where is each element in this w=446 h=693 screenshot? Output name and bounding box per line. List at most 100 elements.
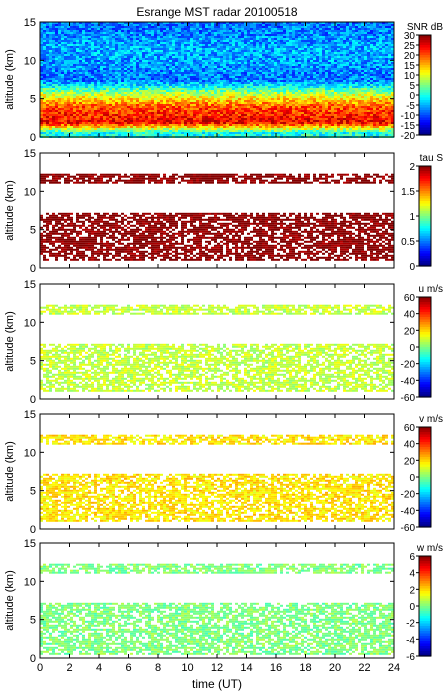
heatmap-cell: [385, 94, 388, 96]
heatmap-cell: [382, 72, 385, 74]
heatmap-cell: [277, 90, 280, 92]
heatmap-cell: [343, 100, 346, 102]
heatmap-cell: [109, 28, 112, 30]
heatmap-cell: [145, 78, 148, 80]
heatmap-cell: [118, 106, 121, 108]
heatmap-cell: [319, 36, 322, 38]
heatmap-cell: [340, 50, 343, 52]
heatmap-cell: [127, 74, 130, 76]
heatmap-cell: [58, 86, 61, 88]
heatmap-cell: [118, 82, 121, 84]
heatmap-cell: [79, 92, 82, 94]
heatmap-cell: [73, 70, 76, 72]
heatmap-cell: [97, 104, 100, 106]
heatmap-cell: [133, 58, 136, 60]
heatmap-cell: [277, 86, 280, 88]
heatmap-cell: [355, 42, 358, 44]
heatmap-cell: [286, 56, 289, 58]
heatmap-cell: [202, 76, 205, 78]
heatmap-cell: [223, 94, 226, 96]
heatmap-cell: [340, 88, 343, 90]
heatmap-cell: [160, 80, 163, 82]
heatmap-cell: [124, 58, 127, 60]
heatmap-cell: [154, 58, 157, 60]
heatmap-cell: [283, 36, 286, 38]
heatmap-cell: [262, 32, 265, 34]
heatmap-cell: [376, 48, 379, 50]
heatmap-cell: [232, 48, 235, 50]
heatmap-cell: [46, 62, 49, 64]
heatmap-cell: [139, 72, 142, 74]
heatmap-cell: [76, 92, 79, 94]
heatmap-cell: [220, 98, 223, 100]
heatmap-cell: [280, 88, 283, 90]
heatmap-cell: [385, 44, 388, 46]
heatmap-cell: [130, 42, 133, 44]
heatmap-cell: [154, 60, 157, 62]
heatmap-cell: [325, 90, 328, 92]
heatmap-cell: [247, 80, 250, 82]
heatmap-cell: [76, 102, 79, 104]
heatmap-cell: [223, 68, 226, 70]
heatmap-cell: [70, 54, 73, 56]
heatmap-cell: [238, 98, 241, 100]
heatmap-cell: [217, 102, 220, 104]
heatmap-cell: [247, 72, 250, 74]
heatmap-cell: [76, 74, 79, 76]
heatmap-cell: [382, 64, 385, 66]
heatmap-cell: [154, 66, 157, 68]
heatmap-cell: [199, 74, 202, 76]
heatmap-cell: [367, 78, 370, 80]
heatmap-cell: [97, 40, 100, 42]
heatmap-cell: [238, 104, 241, 106]
heatmap-cell: [64, 72, 67, 74]
heatmap-cell: [298, 64, 301, 66]
heatmap-cell: [253, 98, 256, 100]
heatmap-cell: [91, 44, 94, 46]
heatmap-cell: [184, 50, 187, 52]
heatmap-cell: [283, 30, 286, 32]
heatmap-cell: [187, 42, 190, 44]
heatmap-cell: [202, 62, 205, 64]
heatmap-cell: [91, 68, 94, 70]
heatmap-cell: [352, 56, 355, 58]
heatmap-cell: [49, 76, 52, 78]
heatmap-cell: [94, 90, 97, 92]
heatmap-cell: [241, 30, 244, 32]
heatmap-cell: [205, 90, 208, 92]
heatmap-cell: [322, 28, 325, 30]
heatmap-cell: [100, 64, 103, 66]
heatmap-cell: [91, 30, 94, 32]
heatmap-cell: [109, 68, 112, 70]
heatmap-cell: [169, 102, 172, 104]
heatmap-cell: [136, 74, 139, 76]
heatmap-cell: [319, 92, 322, 94]
heatmap-cell: [142, 52, 145, 54]
heatmap-cell: [193, 46, 196, 48]
heatmap-cell: [220, 28, 223, 30]
heatmap-cell: [256, 96, 259, 98]
heatmap-cell: [295, 40, 298, 42]
heatmap-cell: [349, 60, 352, 62]
heatmap-cell: [370, 102, 373, 104]
heatmap-cell: [148, 54, 151, 56]
heatmap-cell: [169, 88, 172, 90]
heatmap-cell: [142, 40, 145, 42]
heatmap-cell: [223, 90, 226, 92]
heatmap-cell: [64, 82, 67, 84]
heatmap-cell: [88, 98, 91, 100]
heatmap-cell: [211, 56, 214, 58]
heatmap-cell: [49, 36, 52, 38]
heatmap-cell: [70, 32, 73, 34]
heatmap-cell: [106, 46, 109, 48]
heatmap-cell: [241, 40, 244, 42]
heatmap-cell: [220, 56, 223, 58]
heatmap-cell: [355, 34, 358, 36]
heatmap-cell: [313, 32, 316, 34]
heatmap-cell: [244, 68, 247, 70]
heatmap-cell: [91, 42, 94, 44]
heatmap-cell: [331, 86, 334, 88]
heatmap-cell: [373, 38, 376, 40]
heatmap-cell: [163, 58, 166, 60]
heatmap-cell: [259, 52, 262, 54]
